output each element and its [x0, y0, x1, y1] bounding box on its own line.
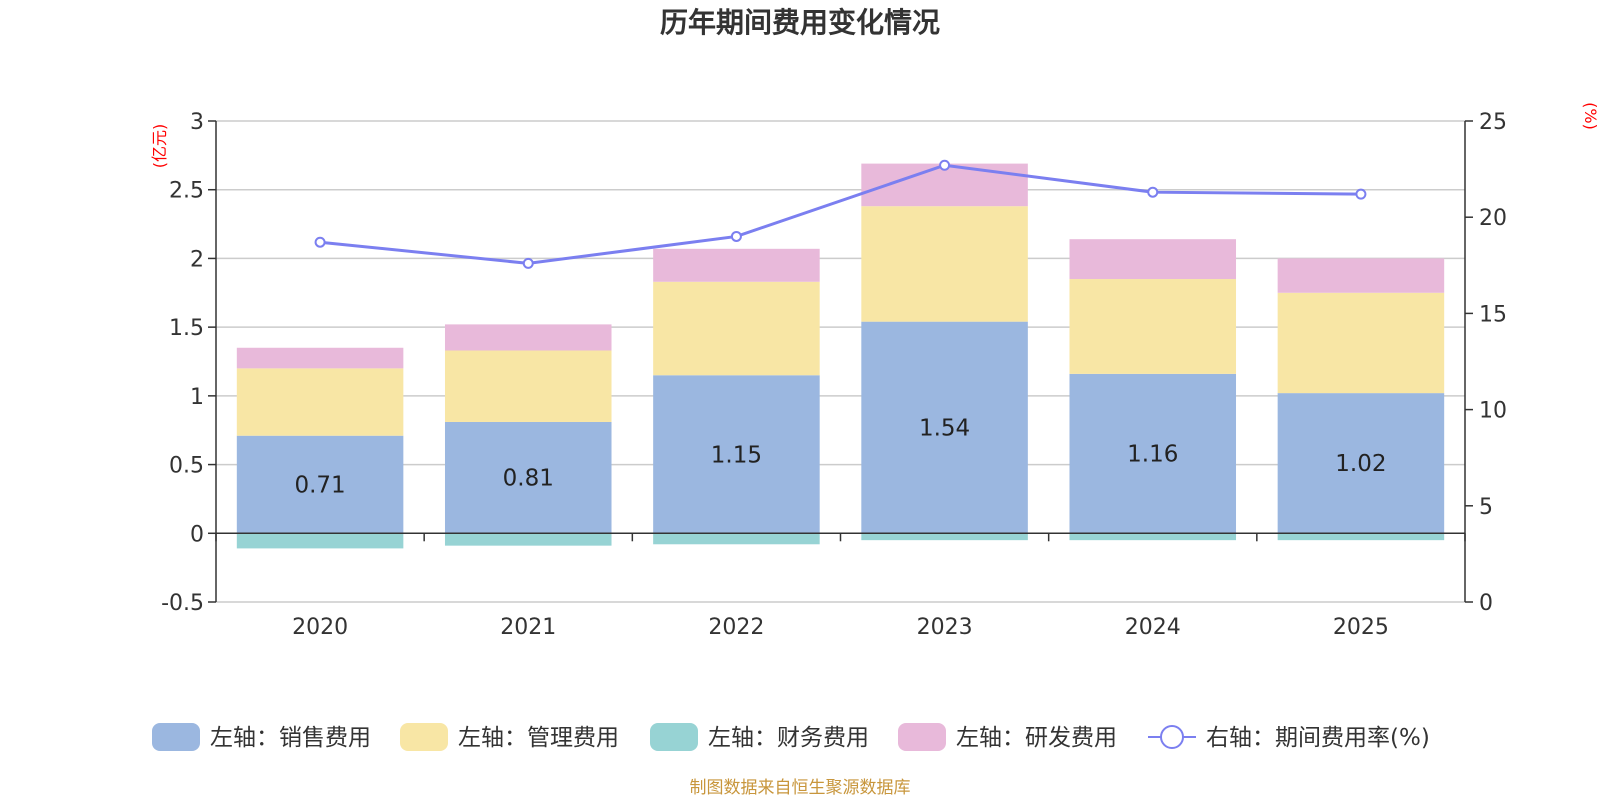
bar-segment	[1069, 533, 1237, 541]
x-axis-tick-label: 2022	[708, 615, 764, 640]
bar-segment	[1069, 239, 1237, 280]
legend: 左轴：销售费用 左轴：管理费用 左轴：财务费用 左轴：研发费用 右轴：期间费用率(%)	[152, 723, 1430, 751]
legend-marker	[1160, 725, 1184, 749]
data-label: 1.16	[1127, 442, 1178, 468]
legend-label: 左轴：管理费用	[458, 725, 619, 751]
source-note: 制图数据来自恒生聚源数据库	[690, 778, 911, 798]
rate-line	[319, 163, 1361, 265]
data-label: 1.02	[1335, 451, 1386, 477]
bar-segment	[1277, 258, 1445, 293]
bar-segment	[444, 350, 612, 422]
rate-point	[522, 257, 534, 269]
right-axis-tick-label: 5	[1479, 495, 1493, 520]
data-labels: 0.71 0.81 1.15 1.54 1.16 1.02	[294, 415, 1386, 498]
legend-swatch	[400, 723, 448, 751]
data-label: 1.15	[711, 442, 762, 468]
rate-point	[730, 230, 742, 242]
bar-segment	[653, 375, 820, 534]
rate-point	[1355, 188, 1367, 200]
bar-segment	[444, 421, 612, 534]
x-axis-tick-label: 2021	[500, 615, 556, 640]
right-axis-tick-label: 0	[1479, 591, 1493, 616]
left-axis-tick-label: -0.5	[161, 591, 204, 616]
bar-segment	[861, 533, 1028, 541]
bar-segment	[1277, 292, 1445, 394]
x-axis-tick-label: 2020	[292, 615, 348, 640]
bar-segment	[444, 324, 612, 351]
bar-segment	[444, 533, 612, 546]
right-axis-tick-label: 25	[1479, 110, 1507, 135]
legend-swatch	[152, 723, 200, 751]
legend-label: 左轴：财务费用	[708, 725, 869, 751]
chart-title: 历年期间费用变化情况	[660, 6, 940, 39]
left-axis-tick-label: 0.5	[169, 454, 204, 479]
left-axis-tick-label: 2.5	[169, 179, 204, 204]
data-label: 0.81	[503, 466, 554, 492]
x-axis-tick-label: 2025	[1333, 615, 1389, 640]
rate-point	[314, 236, 326, 248]
grid	[216, 120, 1465, 603]
left-axis-tick-label: 2	[190, 247, 204, 272]
right-axis-tick-label: 10	[1479, 399, 1507, 424]
line-series	[314, 159, 1367, 269]
data-label: 1.54	[919, 415, 970, 441]
right-axis-tick-label: 20	[1479, 206, 1507, 231]
left-axis-tick-label: 1	[190, 385, 204, 410]
x-axis-tick-label: 2024	[1125, 615, 1181, 640]
rate-point	[1147, 186, 1159, 198]
rate-point	[939, 159, 951, 171]
right-axis-tick-label: 15	[1479, 302, 1507, 327]
left-axis-tick-label: 0	[190, 522, 204, 547]
bar-segment	[236, 435, 404, 534]
x-axis-tick-label: 2023	[917, 615, 973, 640]
data-label: 0.71	[294, 472, 345, 498]
bar-segment	[1277, 393, 1445, 534]
legend-label: 左轴：销售费用	[210, 725, 371, 751]
legend-swatch	[650, 723, 698, 751]
bar-segment	[236, 347, 404, 369]
legend-label: 右轴：期间费用率(%)	[1206, 725, 1430, 751]
bar-segment	[653, 248, 820, 282]
left-axis-tick-label: 3	[190, 110, 204, 135]
bar-segment	[861, 321, 1028, 534]
bar-segment	[1069, 373, 1237, 534]
bar-segment	[1277, 533, 1445, 541]
left-axis-unit: (亿元)	[150, 124, 169, 169]
legend-label: 左轴：研发费用	[956, 725, 1117, 751]
bar-segment	[236, 368, 404, 436]
legend-swatch	[898, 723, 946, 751]
bar-segment	[1069, 279, 1237, 374]
left-axis-tick-label: 1.5	[169, 316, 204, 341]
bar-segment	[653, 533, 820, 545]
bar-segment	[653, 281, 820, 376]
bar-segment	[236, 533, 404, 549]
bar-segment	[861, 206, 1028, 322]
bars	[236, 163, 1445, 549]
right-axis-unit: (%)	[1581, 102, 1600, 130]
